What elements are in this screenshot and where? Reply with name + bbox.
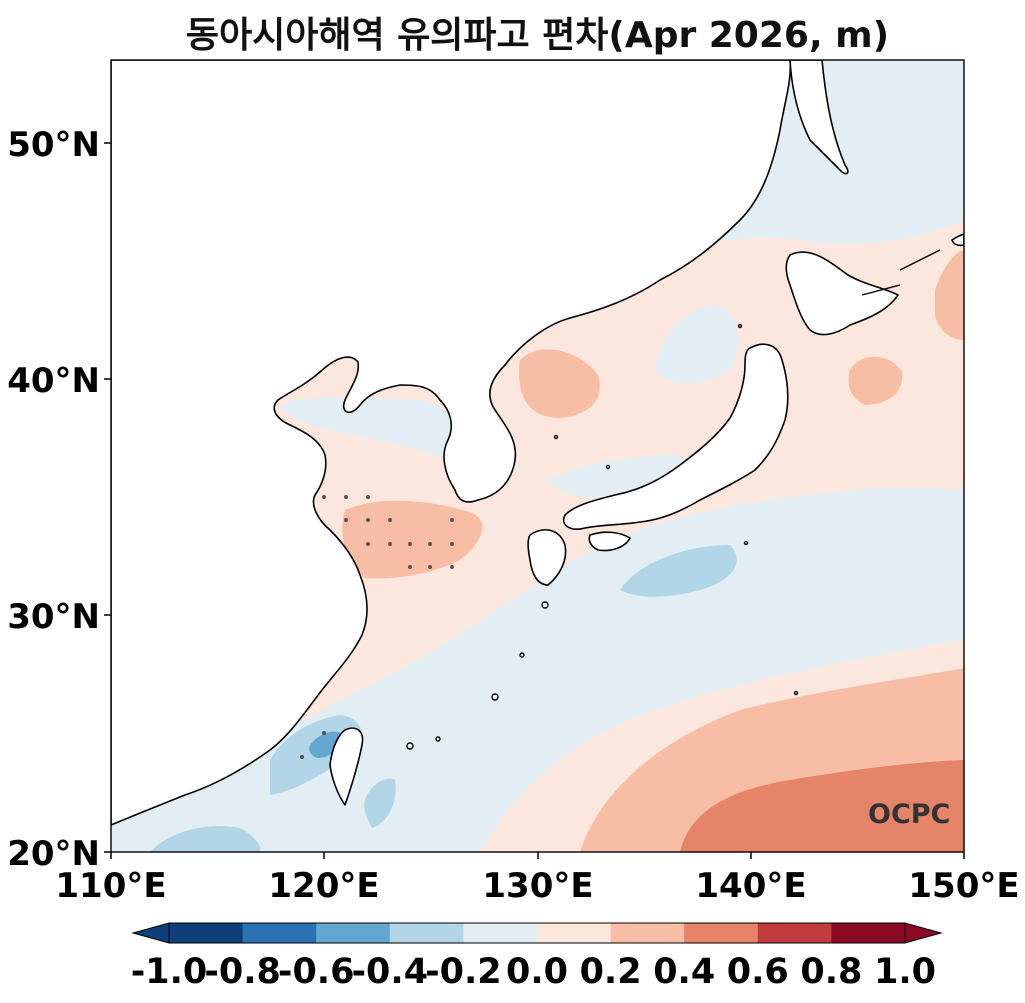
x-tick-label-150: 150°E	[908, 866, 1019, 906]
colorbar-tick-label: -1.0	[131, 952, 208, 992]
landmass-sakhalin	[789, 60, 849, 175]
colorbar-tick-label: -0.4	[352, 952, 429, 992]
colorbar-tick-label: -0.8	[204, 952, 281, 992]
contour-fields	[111, 60, 964, 852]
anomaly-band-0.4-0.6	[680, 760, 964, 852]
colorbar-extend-max	[904, 922, 943, 944]
colorbar-tick-label: 0.6	[727, 952, 789, 992]
colorbar-tick-label: -0.2	[425, 952, 502, 992]
colorbar-labels: -1.0-0.8-0.6-0.4-0.2 0.0 0.2 0.4 0.6 0.8 1.0	[131, 952, 936, 992]
x-tick-marks	[110, 852, 965, 859]
landmass-shikoku	[588, 531, 631, 552]
colorbar-segment	[537, 923, 612, 943]
colorbar-tick-label: 0.8	[800, 952, 862, 992]
small-islands	[406, 249, 941, 750]
colorbar-tick-label: -0.6	[278, 952, 355, 992]
colorbar-tick-label: 1.0	[874, 952, 936, 992]
landmass-hokkaido	[785, 251, 899, 336]
landmass-kyushu	[527, 529, 567, 586]
significance-dots	[300, 495, 454, 759]
colorbar-segment	[831, 923, 906, 943]
colorbar-segment	[242, 923, 317, 943]
x-tick-label-120: 120°E	[268, 866, 379, 906]
colorbar-segment	[316, 923, 391, 943]
colorbar-tick-label: 0.2	[580, 952, 642, 992]
colorbar-extend-min	[131, 922, 170, 944]
landmass-taiwan	[329, 727, 364, 806]
colorbar-tick-label: 0.4	[653, 952, 715, 992]
colorbar	[131, 922, 943, 944]
colorbar-segment	[610, 923, 685, 943]
landmass-asia-mainland	[111, 60, 792, 826]
y-tick-marks	[104, 142, 111, 853]
y-tick-label-50: 50°N	[7, 125, 100, 165]
anomaly-band--0.6--0.4	[309, 731, 345, 758]
landmass-honshu	[563, 343, 789, 530]
x-tick-label-110: 110°E	[55, 866, 166, 906]
y-tick-label-40: 40°N	[7, 361, 100, 401]
colorbar-segment	[389, 923, 464, 943]
colorbar-frame	[168, 922, 906, 944]
colorbar-segment	[463, 923, 538, 943]
x-tick-label-140: 140°E	[695, 866, 806, 906]
x-tick-label-130: 130°E	[482, 866, 593, 906]
colorbar-segment	[757, 923, 832, 943]
colorbar-segment	[169, 923, 244, 943]
colorbar-tick-label: 0.0	[506, 952, 568, 992]
land	[111, 60, 964, 826]
chart-title: 동아시아해역 유의파고 편차(Apr 2026, m)	[185, 15, 890, 56]
colorbar-segment	[684, 923, 759, 943]
y-tick-label-20: 20°N	[7, 834, 100, 874]
ocpc-watermark: OCPC	[868, 799, 950, 830]
y-tick-label-30: 30°N	[7, 597, 100, 637]
landmass-kamchatka-edge	[951, 233, 964, 247]
